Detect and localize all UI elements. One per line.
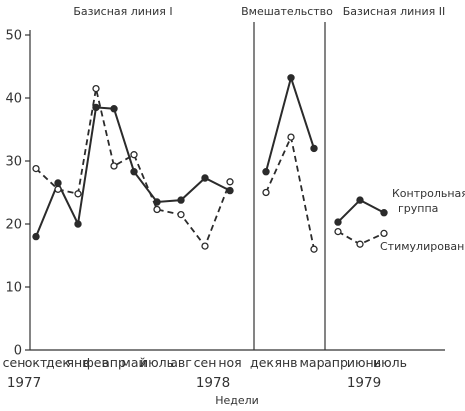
stimulation-data-point: [54, 185, 62, 193]
series-layer: [32, 74, 388, 253]
x-tick-label: янв: [66, 355, 89, 370]
stimulation-series-line: [35, 88, 231, 248]
stimulation-data-point: [226, 178, 234, 186]
x-tick-label: окт: [25, 355, 47, 370]
labels-layer: Базисная линия I Вмешательство Базисная ли…: [3, 5, 465, 407]
phase-title: Базисная линия II: [343, 5, 446, 18]
control-series-line: [265, 74, 315, 172]
stimulation-data-point: [356, 240, 364, 248]
stimulation-data-point: [287, 133, 295, 141]
control-data-point: [32, 232, 40, 241]
stimulation-data-point: [380, 229, 388, 238]
control-data-point: [110, 105, 118, 113]
x-tick-label: янв: [274, 355, 297, 370]
control-data-point: [287, 74, 295, 82]
y-tick-label: 0: [14, 344, 22, 359]
series-label: Контрольная: [392, 187, 465, 200]
stimulation-data-point: [334, 227, 342, 236]
stimulation-data-point: [201, 242, 209, 250]
series-label: группа: [398, 202, 438, 215]
y-tick-label: 50: [5, 29, 22, 44]
x-tick-label: дек: [46, 355, 70, 370]
x-tick-label: дек: [250, 355, 274, 370]
stimulation-data-point: [130, 151, 138, 159]
year-label: 1978: [196, 375, 230, 391]
x-tick-label: июль: [140, 355, 174, 370]
year-label: 1979: [347, 375, 381, 391]
stimulation-data-point: [262, 188, 270, 197]
stimulation-data-point: [177, 210, 185, 219]
x-tick-label: май: [121, 355, 146, 370]
y-tick-label: 40: [5, 92, 22, 107]
x-tick-label: сен: [3, 355, 26, 370]
stimulation-data-point: [74, 190, 82, 198]
x-tick-label: ноя: [218, 355, 241, 370]
y-tick-label: 10: [5, 281, 22, 296]
control-data-point: [310, 144, 318, 153]
control-data-point: [74, 220, 82, 228]
year-label: 1977: [7, 375, 41, 391]
x-tick-label: апр: [102, 355, 126, 370]
y-tick-label: 30: [5, 155, 22, 170]
control-data-point: [356, 196, 364, 204]
stimulation-data-point: [92, 84, 100, 93]
series-label: Стимулирование: [380, 240, 465, 253]
stimulation-data-point: [153, 205, 161, 214]
axes: 0 10 20 30 40 50: [5, 29, 445, 359]
control-series-line: [35, 106, 231, 237]
x-tick-label: июнь: [347, 355, 381, 370]
y-tick-label: 20: [5, 218, 22, 233]
phase-title: Базисная линия I: [73, 5, 172, 18]
control-data-point: [54, 179, 62, 187]
x-tick-label: фев: [83, 355, 109, 370]
control-data-point: [130, 168, 138, 176]
stimulation-data-point: [110, 162, 118, 170]
x-tick-label: июль: [373, 355, 407, 370]
control-data-point: [177, 196, 185, 204]
control-data-point: [262, 168, 270, 176]
control-data-point: [334, 218, 342, 226]
control-data-point: [380, 209, 388, 217]
x-tick-label: апр: [324, 355, 348, 370]
control-data-point: [92, 103, 100, 112]
stimulation-data-point: [310, 245, 318, 253]
control-data-point: [201, 174, 209, 182]
x-axis-label: Недели: [215, 394, 259, 407]
phase-title: Вмешательство: [241, 5, 333, 18]
phase-dividers: [253, 22, 326, 350]
x-tick-label: мар: [299, 355, 324, 370]
stimulation-series-line: [265, 134, 315, 250]
x-tick-label: сен: [194, 355, 217, 370]
x-tick-label: авг: [170, 355, 192, 370]
stimulation-data-point: [32, 164, 40, 173]
